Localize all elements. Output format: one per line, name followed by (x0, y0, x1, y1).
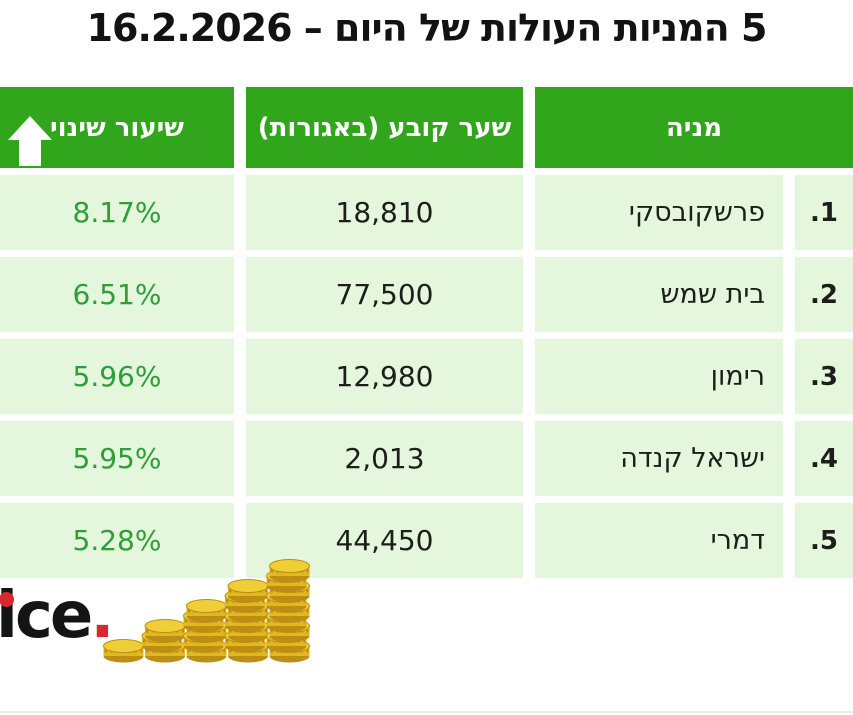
stock-name-cell: בית שמש (535, 257, 783, 332)
rank-cell: .5 (795, 503, 853, 578)
header-stock: מניה (535, 87, 853, 168)
change-cell: 8.17% (0, 175, 234, 250)
ice-logo-text: ice (0, 579, 93, 653)
price-cell: 18,810 (246, 175, 523, 250)
rank-cell: .4 (795, 421, 853, 496)
stock-name-cell: פרשקובסקי (535, 175, 783, 250)
header-change: שיעור שינוי (0, 87, 234, 168)
coins-illustration (100, 558, 320, 663)
change-cell: 5.95% (0, 421, 234, 496)
price-cell: 77,500 (246, 257, 523, 332)
ice-logo-period: . (90, 579, 115, 653)
bottom-divider (0, 711, 853, 713)
stocks-table: מניה שער קובע (באגורות) שיעור שינוי .1 פ… (0, 87, 853, 578)
price-cell: 2,013 (246, 421, 523, 496)
rank-cell: .1 (795, 175, 853, 250)
header-price: שער קובע (באגורות) (246, 87, 523, 168)
ice-logo: ice. (0, 584, 115, 662)
rank-cell: .3 (795, 339, 853, 414)
change-cell: 5.96% (0, 339, 234, 414)
up-arrow-icon (8, 116, 52, 166)
ice-logo-red-dot-icon (0, 592, 14, 607)
price-cell: 12,980 (246, 339, 523, 414)
stock-name-cell: ישראל קנדה (535, 421, 783, 496)
change-cell: 5.28% (0, 503, 234, 578)
page-title: 5 המניות העולות של היום – 16.2.2026 (86, 6, 768, 50)
change-cell: 6.51% (0, 257, 234, 332)
header-change-label: שיעור שינוי (49, 112, 185, 143)
stock-name-cell: דמרי (535, 503, 783, 578)
stock-name-cell: רימון (535, 339, 783, 414)
rank-cell: .2 (795, 257, 853, 332)
